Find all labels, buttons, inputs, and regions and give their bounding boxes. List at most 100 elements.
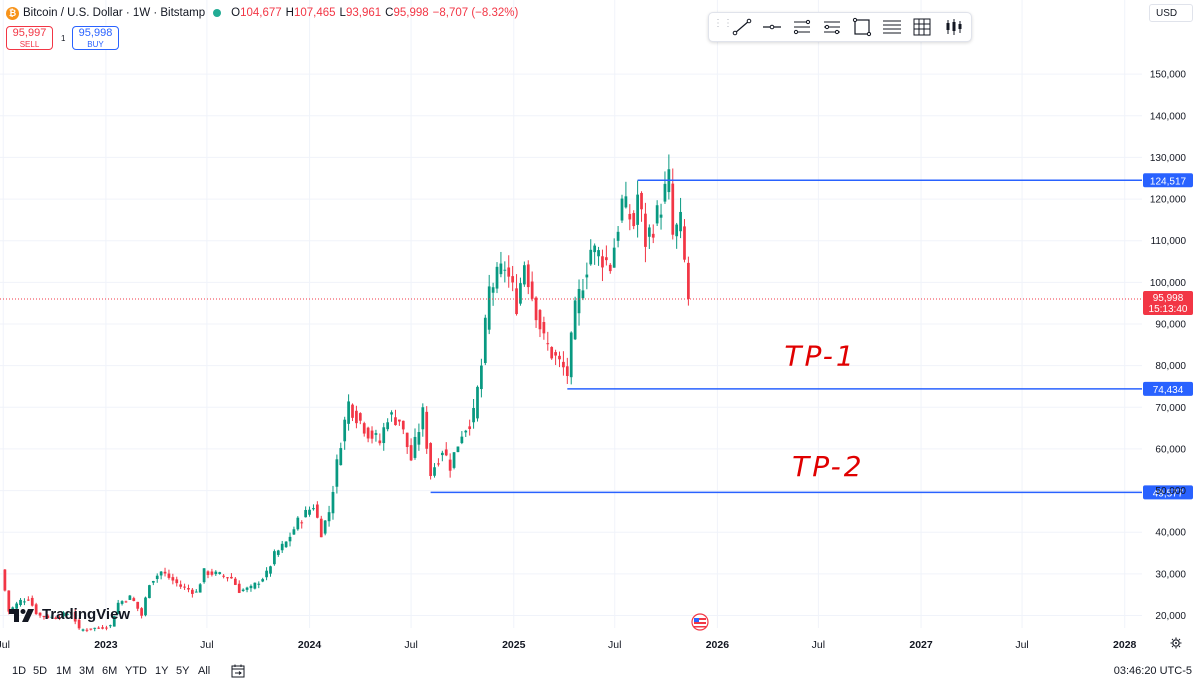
- candles: [3, 154, 690, 633]
- ohlc-close-label: C: [385, 7, 394, 19]
- candle-body: [54, 617, 58, 620]
- candle-body: [460, 436, 464, 444]
- candle-body: [581, 290, 585, 299]
- candle-body: [30, 597, 34, 606]
- candle-body: [515, 288, 518, 315]
- timeframe-3m[interactable]: 3M: [79, 665, 95, 677]
- candle-body: [151, 580, 155, 583]
- symbol-title[interactable]: Bitcoin / U.S. Dollar · 1W · Bitstamp: [23, 7, 206, 19]
- candle-body: [339, 448, 343, 466]
- price-tick-label: 40,000: [1155, 528, 1186, 539]
- candle-body: [284, 541, 288, 548]
- time-tick-label: Jul: [200, 639, 213, 651]
- candle-body: [140, 608, 143, 616]
- economic-events-icon[interactable]: [690, 613, 710, 631]
- candle-body: [405, 432, 409, 448]
- candle-body: [644, 213, 647, 247]
- candle-body: [120, 601, 124, 604]
- ohlc-low: 93,961: [345, 7, 382, 19]
- timeframe-ytd[interactable]: YTD: [125, 665, 147, 677]
- candle-body: [46, 615, 50, 619]
- time-tick-label: 2026: [706, 639, 730, 651]
- calendar-range-icon[interactable]: [231, 664, 245, 678]
- grid-icon[interactable]: [911, 17, 933, 37]
- price-axis[interactable]: 20,000 30,000 40,000 50,000 60,000 70,000 80,0…: [1150, 70, 1187, 622]
- candle-body: [671, 183, 675, 235]
- candle-body: [624, 196, 628, 208]
- timeframe-1d[interactable]: 1D: [12, 665, 27, 677]
- time-tick-label: 2028: [1113, 639, 1137, 651]
- symbol-header: ₿ Bitcoin / U.S. Dollar · 1W · Bitstamp …: [6, 5, 518, 21]
- timeframe-6m[interactable]: 6M: [102, 665, 118, 677]
- candle-body: [378, 440, 382, 444]
- horizontal-line-icon[interactable]: [761, 17, 783, 37]
- candle-body: [355, 410, 358, 424]
- tradingview-logo[interactable]: TradingView: [8, 606, 130, 623]
- candle-body: [89, 628, 93, 630]
- candle-body: [73, 611, 77, 622]
- ohlc-open-label: O: [231, 7, 241, 19]
- candle-body: [636, 194, 639, 225]
- candle-body: [522, 265, 526, 285]
- candle-body: [257, 583, 261, 585]
- sell-price: 95,997: [12, 27, 47, 39]
- tp1-line-label: 74,434: [1153, 385, 1184, 396]
- price-tick-label: 70,000: [1155, 403, 1186, 414]
- candle-body: [273, 551, 276, 565]
- timeframe-5d[interactable]: 5D: [33, 665, 48, 677]
- timeframe-1y[interactable]: 1Y: [155, 665, 169, 677]
- candle-body: [632, 213, 636, 227]
- candle-body: [206, 571, 210, 575]
- timeframe-5y[interactable]: 5Y: [176, 665, 190, 677]
- candle-body: [589, 249, 593, 265]
- timeframe-all[interactable]: All: [198, 665, 211, 677]
- drawing-toolbar: ⋮⋮: [708, 12, 972, 42]
- buy-button[interactable]: 95,998 BUY: [72, 26, 119, 50]
- candle-body: [69, 613, 73, 615]
- ohlc-high: 107,465: [293, 7, 336, 19]
- fib-icon[interactable]: [881, 17, 903, 37]
- candle-body: [218, 572, 222, 574]
- candle-body: [97, 627, 101, 629]
- candle-body: [108, 625, 112, 627]
- parallel-channel-icon[interactable]: [791, 17, 813, 37]
- ohlc-high-label: H: [285, 7, 294, 19]
- currency-selector[interactable]: USD: [1149, 4, 1193, 22]
- candle-body: [191, 589, 194, 594]
- time-tick-label: Jul: [812, 639, 825, 651]
- ath-line-label: 124,517: [1150, 176, 1187, 187]
- ath-line-badge: [1143, 173, 1193, 188]
- candle-body: [319, 518, 323, 538]
- candle-body: [179, 584, 183, 587]
- drag-handle-icon[interactable]: ⋮⋮: [713, 18, 733, 29]
- candles-icon[interactable]: [943, 17, 965, 37]
- candle-body: [38, 612, 42, 616]
- tp1-line-badge: [1143, 381, 1193, 396]
- candle-body: [265, 570, 268, 578]
- candle-body: [425, 411, 429, 449]
- candle-body: [351, 404, 354, 418]
- candle-body: [269, 566, 272, 574]
- candle-body: [167, 573, 171, 578]
- candle-body: [42, 616, 46, 618]
- candle-body: [101, 627, 104, 629]
- trend-line-icon[interactable]: [731, 17, 753, 37]
- candle-body: [331, 492, 335, 514]
- candle-body: [530, 281, 534, 299]
- candle-body: [386, 422, 390, 430]
- sell-button[interactable]: 95,997 SELL: [6, 26, 53, 50]
- candle-body: [315, 504, 319, 518]
- timeframe-1m[interactable]: 1M: [56, 665, 72, 677]
- candle-body: [312, 508, 315, 510]
- candle-body: [159, 571, 163, 576]
- current-price-label: 95,998: [1153, 293, 1184, 304]
- candle-body: [558, 355, 561, 360]
- clock-timezone[interactable]: 03:46:20 UTC-5: [1113, 665, 1192, 677]
- time-axis[interactable]: Jul 2023 Jul 2024 Jul 2025 Jul 2026 Jul 2027 Jul 20…: [0, 639, 1137, 651]
- candle-body: [390, 412, 393, 415]
- candle-body: [398, 419, 401, 422]
- settings-gear-icon[interactable]: [1170, 637, 1182, 649]
- rectangle-icon[interactable]: [851, 17, 873, 37]
- regression-icon[interactable]: [821, 17, 843, 37]
